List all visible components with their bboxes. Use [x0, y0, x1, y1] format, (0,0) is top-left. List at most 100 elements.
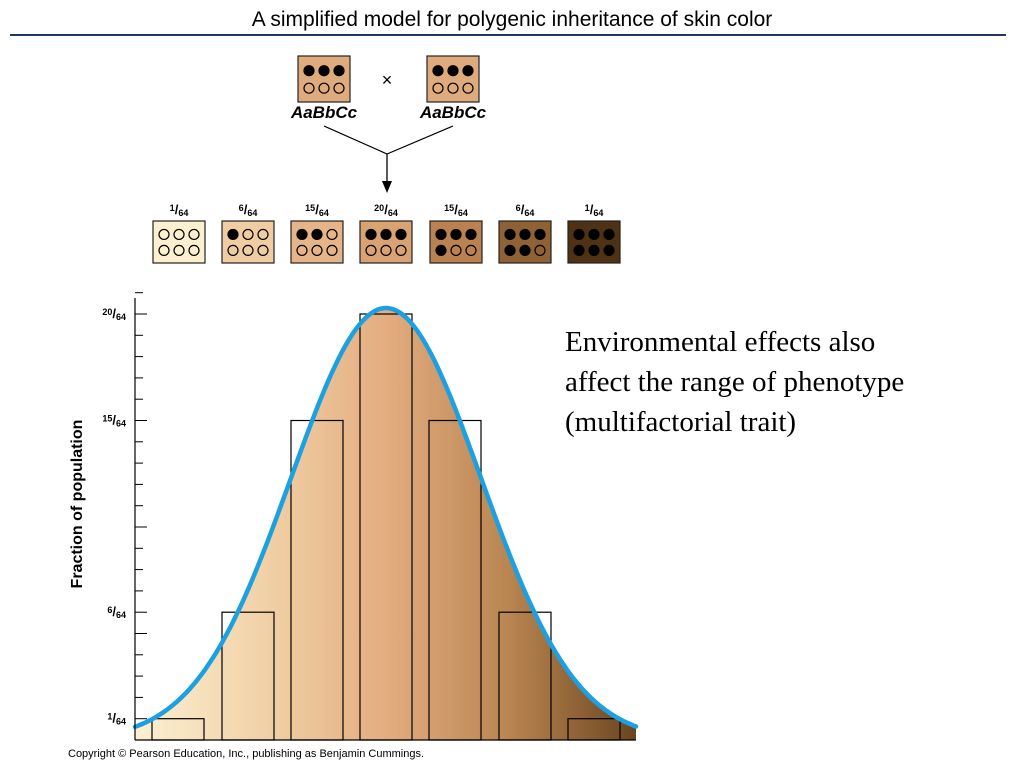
- dark-allele-dot: [588, 244, 600, 256]
- genotype-box: [297, 55, 351, 103]
- genotype-box: [498, 220, 552, 264]
- dark-allele-dot: [504, 228, 516, 241]
- dark-allele-dot: [227, 228, 239, 241]
- dark-allele-dot: [365, 228, 377, 241]
- fraction-numerator: 6: [239, 203, 244, 213]
- light-allele-dot: [303, 82, 315, 94]
- fraction-numerator: 1: [585, 203, 590, 213]
- light-allele-dot: [465, 244, 477, 256]
- fraction-denominator: 64: [116, 717, 126, 727]
- dark-allele-dot: [519, 244, 531, 256]
- light-allele-dot: [395, 244, 407, 256]
- light-allele-dot: [242, 244, 254, 256]
- dark-allele-dot: [432, 65, 444, 77]
- parent-genotype-box: [426, 55, 480, 103]
- dark-allele-dot: [504, 244, 516, 256]
- y-tick-label: 6/64: [107, 604, 126, 620]
- slide-title: A simplified model for polygenic inherit…: [251, 8, 773, 31]
- copyright-notice: Copyright © Pearson Education, Inc., pub…: [68, 748, 425, 760]
- y-tick-label: 20/64: [102, 306, 126, 322]
- light-allele-dot: [311, 244, 323, 256]
- note-line: Environmental effects also: [565, 326, 876, 358]
- y-tick-label: 1/64: [107, 711, 126, 727]
- fraction-numerator: 15: [102, 414, 112, 424]
- fraction-denominator: 64: [116, 610, 126, 620]
- light-allele-dot: [257, 244, 269, 256]
- light-allele-dot: [365, 244, 377, 256]
- genotype-box: [221, 220, 275, 264]
- dark-allele-dot: [435, 244, 447, 256]
- environmental-effects-note: Environmental effects also affect the ra…: [565, 322, 995, 442]
- y-axis-label: Fraction of population: [69, 420, 86, 589]
- light-allele-dot: [242, 228, 254, 241]
- parent-genotype-label: AaBbCc: [419, 103, 487, 122]
- offspring-genotype-box: [221, 220, 275, 264]
- fraction-denominator: 64: [247, 208, 257, 218]
- dark-allele-dot: [603, 228, 615, 241]
- dark-allele-dot: [462, 65, 474, 77]
- offspring-fraction-label: 1/64: [170, 202, 189, 218]
- offspring-genotype-box: [359, 220, 413, 264]
- light-allele-dot: [326, 244, 338, 256]
- dark-allele-dot: [588, 228, 600, 241]
- light-allele-dot: [534, 244, 546, 256]
- fraction-numerator: 20: [102, 307, 112, 317]
- offspring-fraction-label: 6/64: [516, 202, 535, 218]
- offspring-fraction-label: 6/64: [239, 202, 258, 218]
- down-arrow-icon: [382, 181, 392, 193]
- light-allele-dot: [450, 244, 462, 256]
- fraction-denominator: 64: [319, 208, 329, 218]
- light-allele-dot: [326, 228, 338, 241]
- fraction-slash: /: [112, 306, 116, 321]
- dark-allele-dot: [450, 228, 462, 241]
- distribution-fill: [135, 308, 636, 740]
- title-divider: [10, 34, 1006, 36]
- fraction-numerator: 20: [374, 203, 384, 213]
- light-allele-dot: [333, 82, 345, 94]
- dark-allele-dot: [318, 65, 330, 77]
- fraction-slash: /: [384, 202, 388, 217]
- fraction-slash: /: [112, 711, 116, 726]
- fraction-denominator: 64: [178, 208, 188, 218]
- dark-allele-dot: [534, 228, 546, 241]
- dark-allele-dot: [311, 228, 323, 241]
- light-allele-dot: [158, 244, 170, 256]
- fraction-slash: /: [590, 202, 594, 217]
- light-allele-dot: [158, 228, 170, 241]
- light-allele-dot: [188, 228, 200, 241]
- dark-allele-dot: [435, 228, 447, 241]
- genotype-box: [426, 55, 480, 103]
- fraction-denominator: 64: [116, 312, 126, 322]
- fraction-denominator: 64: [388, 208, 398, 218]
- fraction-numerator: 6: [107, 605, 112, 615]
- light-allele-dot: [447, 82, 459, 94]
- fraction-numerator: 1: [107, 712, 112, 722]
- light-allele-dot: [318, 82, 330, 94]
- genotype-box: [429, 220, 483, 264]
- dark-allele-dot: [296, 228, 308, 241]
- light-allele-dot: [296, 244, 308, 256]
- note-line: affect the range of phenotype: [565, 366, 905, 398]
- fraction-slash: /: [112, 604, 116, 619]
- light-allele-dot: [173, 244, 185, 256]
- offspring-fraction-label: 1/64: [585, 202, 604, 218]
- light-allele-dot: [380, 244, 392, 256]
- genotype-box: [567, 220, 621, 264]
- cross-diagram: × AaBbCc AaBbCc: [290, 55, 487, 193]
- dark-allele-dot: [395, 228, 407, 241]
- offspring-fraction-label: 15/64: [444, 202, 468, 218]
- genotype-box: [290, 220, 344, 264]
- light-allele-dot: [227, 244, 239, 256]
- note-line: (multifactorial trait): [565, 406, 797, 438]
- dark-allele-dot: [603, 244, 615, 256]
- offspring-genotype-box: [152, 220, 206, 264]
- offspring-genotype-box: [290, 220, 344, 264]
- dark-allele-dot: [380, 228, 392, 241]
- parent-genotype-label: AaBbCc: [290, 103, 358, 122]
- dark-allele-dot: [447, 65, 459, 77]
- fraction-numerator: 15: [305, 203, 315, 213]
- fraction-denominator: 64: [593, 208, 603, 218]
- bell-curve-line: [132, 305, 639, 730]
